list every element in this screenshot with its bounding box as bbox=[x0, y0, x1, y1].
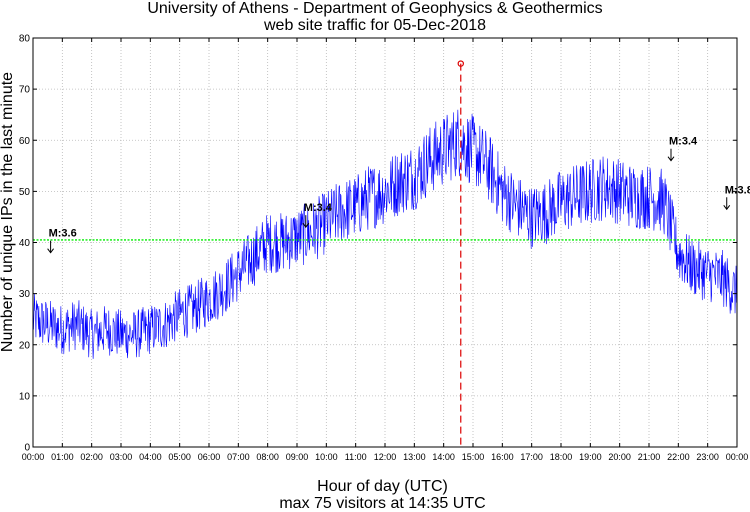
x-tick-label: 00:00 bbox=[726, 452, 749, 462]
annotation-arrow-head bbox=[47, 248, 54, 254]
y-tick-label: 80 bbox=[19, 34, 31, 45]
y-axis-label: Number of unique IPs in the last minute bbox=[0, 71, 16, 353]
annotation-arrow-head bbox=[667, 156, 675, 162]
x-tick-label: 07:00 bbox=[227, 452, 250, 462]
x-axis-sublabel: max 75 visitors at 14:35 UTC bbox=[279, 495, 486, 512]
y-tick-label: 30 bbox=[19, 289, 31, 300]
annotation-arrow-head bbox=[302, 222, 310, 228]
max-marker-point bbox=[457, 60, 464, 67]
x-tick-label: 21:00 bbox=[638, 452, 661, 462]
series-line bbox=[32, 109, 737, 359]
x-tick-label: 06:00 bbox=[198, 452, 221, 462]
x-tick-label: 13:00 bbox=[403, 452, 426, 462]
x-tick-label: 04:00 bbox=[139, 452, 162, 462]
chart-title: University of Athens - Department of Geo… bbox=[147, 0, 603, 17]
x-tick-label: 09:00 bbox=[286, 452, 309, 462]
chart-subtitle: web site traffic for 05-Dec-2018 bbox=[263, 17, 487, 34]
x-tick-label: 01:00 bbox=[51, 452, 74, 462]
x-tick-label: 18:00 bbox=[550, 452, 573, 462]
annotation: M:3.4 bbox=[667, 136, 698, 162]
x-tick-label: 22:00 bbox=[667, 452, 690, 462]
y-tick-label: 70 bbox=[19, 85, 31, 96]
y-tick-label: 0 bbox=[24, 443, 30, 454]
x-tick-label: 08:00 bbox=[256, 452, 279, 462]
annotation-label: M:3.4 bbox=[669, 136, 698, 148]
y-tick-label: 40 bbox=[19, 238, 31, 249]
annotation-label: M:3.4 bbox=[304, 202, 333, 214]
y-tick-label: 60 bbox=[19, 136, 31, 147]
x-tick-label: 10:00 bbox=[315, 452, 338, 462]
x-tick-label: 05:00 bbox=[168, 452, 191, 462]
x-tick-label: 17:00 bbox=[520, 452, 543, 462]
x-tick-label: 02:00 bbox=[80, 452, 103, 462]
annotation: M:3.4 bbox=[302, 202, 333, 228]
y-tick-label: 50 bbox=[19, 187, 31, 198]
x-tick-label: 23:00 bbox=[696, 452, 719, 462]
annotation-arrow-head bbox=[723, 204, 731, 211]
x-tick-label: 15:00 bbox=[462, 452, 485, 462]
x-axis-label: Hour of day (UTC) bbox=[317, 478, 448, 495]
x-tick-label: 00:00 bbox=[22, 452, 45, 462]
x-tick-label: 16:00 bbox=[491, 452, 514, 462]
x-tick-label: 20:00 bbox=[608, 452, 631, 462]
y-tick-label: 10 bbox=[19, 391, 31, 402]
x-tick-label: 12:00 bbox=[374, 452, 397, 462]
x-tick-label: 03:00 bbox=[110, 452, 133, 462]
x-tick-label: 11:00 bbox=[345, 452, 367, 462]
y-tick-label: 20 bbox=[19, 340, 31, 351]
annotation: M:3.6 bbox=[47, 228, 77, 254]
x-tick-label: 14:00 bbox=[432, 452, 455, 462]
x-tick-label: 19:00 bbox=[579, 452, 602, 462]
annotation-label: M:3.6 bbox=[49, 228, 77, 240]
